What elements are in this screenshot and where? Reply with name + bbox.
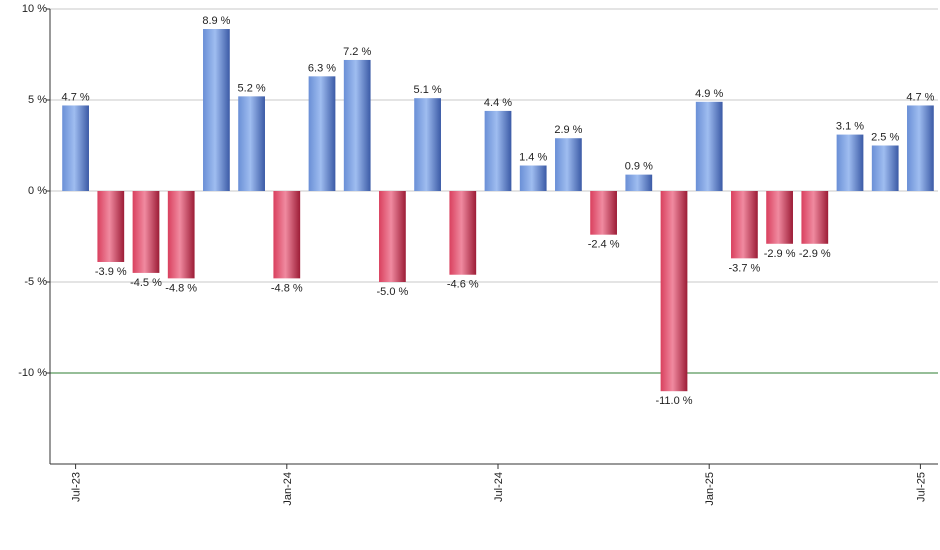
data-label: 5.1 %: [414, 84, 442, 96]
data-label: 5.2 %: [238, 82, 266, 94]
y-tick-label: 10 %: [22, 3, 47, 15]
data-label: -5.0 %: [377, 286, 409, 298]
axes: 10 % 5 % 0 % -5 % -10 % Jul-23 Jan-24 Jul-24 Jan…: [18, 3, 938, 506]
bar-may-24: [414, 98, 441, 191]
x-tick-label: Jul-24: [493, 472, 505, 502]
data-label: 2.5 %: [871, 132, 899, 144]
bar-jul-24: [484, 110, 512, 191]
bar-sep-23: [132, 191, 160, 273]
x-tick-label: Jul-23: [71, 472, 83, 502]
data-label: -2.9 %: [799, 248, 831, 260]
bar-jan-24: [273, 191, 301, 279]
data-label: 4.7 %: [906, 91, 934, 103]
bar-may-25: [836, 134, 864, 191]
data-label: -4.5 %: [130, 277, 162, 289]
data-label: -11.0 %: [655, 395, 692, 407]
bar-oct-24: [590, 191, 617, 235]
bar-dec-24: [660, 191, 688, 392]
bar-apr-24: [379, 191, 406, 282]
bar-aug-23: [97, 191, 125, 262]
bar-jul-23: [62, 105, 89, 191]
bar-apr-25: [801, 191, 829, 244]
x-tick-label: Jan-25: [704, 472, 716, 506]
data-label: -2.9 %: [764, 248, 796, 260]
data-label: 4.9 %: [695, 88, 723, 100]
bar-feb-25: [731, 191, 758, 259]
data-label: -3.9 %: [95, 266, 127, 278]
y-tick-label: -5 %: [24, 276, 47, 288]
data-label: 8.9 %: [202, 15, 230, 27]
bar-jun-25: [871, 145, 899, 191]
data-label: 3.1 %: [836, 121, 864, 133]
bar-mar-25: [766, 191, 793, 244]
data-label: 7.2 %: [343, 46, 371, 58]
data-label: -4.8 %: [271, 282, 303, 294]
bar-nov-24: [625, 174, 653, 191]
bar-jan-25: [695, 101, 723, 191]
bar-sep-24: [555, 138, 582, 191]
bar-oct-23: [167, 191, 195, 279]
data-label: 0.9 %: [625, 161, 653, 173]
bars: [62, 29, 934, 392]
y-tick-label: 5 %: [28, 94, 47, 106]
data-label: 1.4 %: [519, 152, 547, 164]
y-tick-label: 0 %: [28, 185, 47, 197]
data-label: 4.7 %: [62, 91, 90, 103]
data-label: -2.4 %: [588, 239, 620, 251]
data-label: 6.3 %: [308, 62, 336, 74]
bar-aug-24: [519, 165, 547, 191]
x-tick-label: Jan-24: [282, 472, 294, 506]
bar-nov-23: [203, 29, 230, 191]
bar-jun-24: [449, 191, 477, 275]
bar-jul-25: [907, 105, 934, 191]
data-label: -4.6 %: [447, 279, 479, 291]
data-labels: 4.7 %-3.9 %-4.5 % -4.8 %8.9 %5.2 %-4.8 %6…: [62, 15, 935, 407]
bar-dec-23: [238, 96, 265, 191]
data-label: 4.4 %: [484, 97, 512, 109]
data-label: -3.7 %: [729, 262, 761, 274]
bar-feb-24: [308, 76, 336, 191]
data-label: 2.9 %: [554, 124, 582, 136]
y-tick-label: -10 %: [18, 367, 47, 379]
x-tick-label: Jul-25: [915, 472, 927, 502]
data-label: -4.8 %: [165, 282, 197, 294]
bar-mar-24: [343, 59, 371, 192]
